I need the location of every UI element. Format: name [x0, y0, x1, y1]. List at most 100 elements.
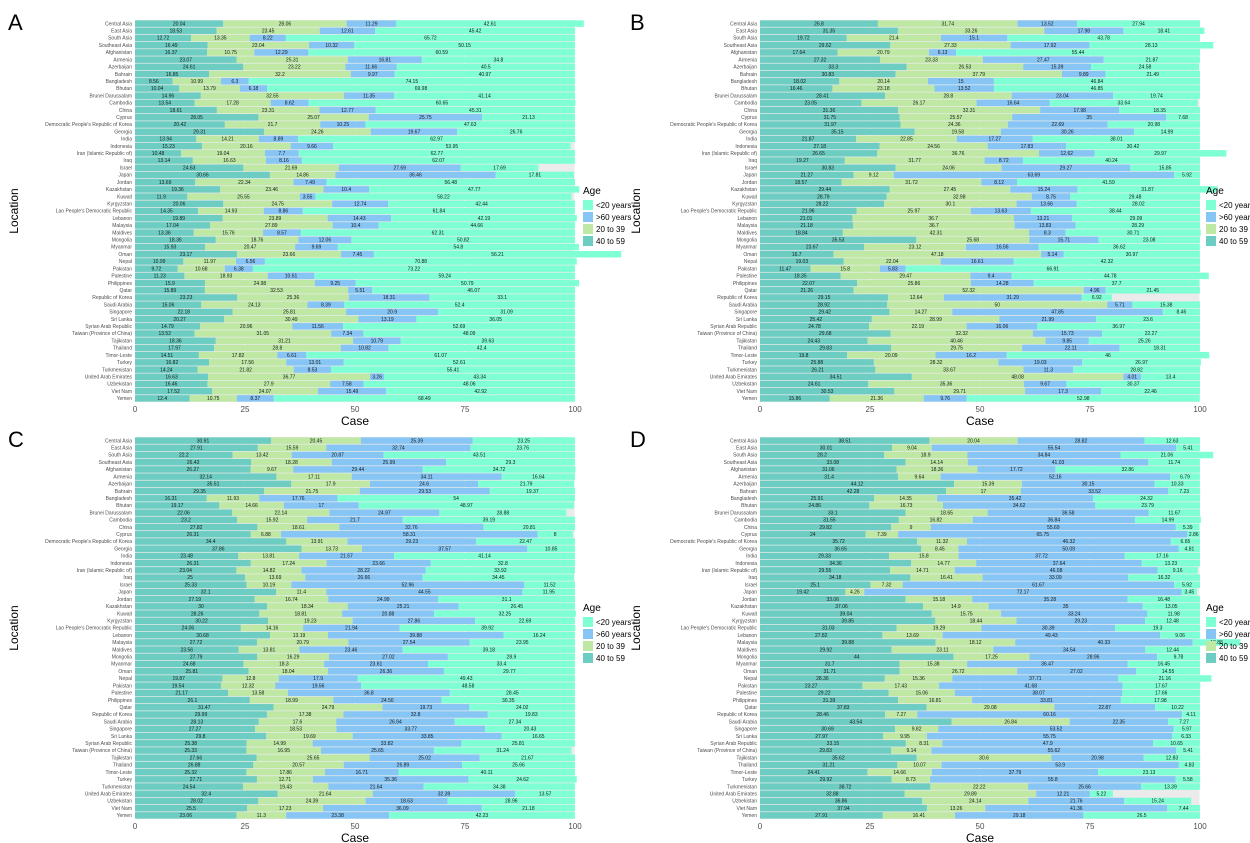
bar-segment — [323, 804, 482, 812]
bar-segment — [966, 323, 1038, 330]
data-label: 22.27 — [1145, 331, 1158, 337]
data-label: 36.84 — [1048, 518, 1061, 524]
data-label: 28.32 — [930, 360, 943, 366]
legend-label: <20 years — [1219, 618, 1250, 627]
bar-segment — [1107, 301, 1133, 308]
data-label: 17.11 — [308, 474, 320, 480]
data-label: 21.96 — [802, 209, 815, 215]
data-label: 11.93 — [227, 496, 239, 502]
data-label: 17.9 — [313, 676, 323, 682]
data-label: 7.44 — [1179, 806, 1189, 812]
data-label: 21.36 — [871, 396, 884, 402]
data-label: 16.49 — [165, 43, 178, 49]
data-label: 30.22 — [195, 618, 208, 624]
bar-segment — [1014, 222, 1076, 229]
bar-segment — [760, 797, 923, 805]
data-label: 23.11 — [936, 647, 948, 653]
bar-segment — [1010, 186, 1078, 193]
data-label: 18.81 — [294, 611, 307, 617]
data-label: 54 — [453, 496, 459, 502]
x-tick-label: 25 — [241, 405, 250, 414]
bar-segment — [135, 653, 258, 661]
data-label: 25.81 — [186, 669, 199, 675]
data-label: 29.18 — [1013, 813, 1026, 819]
bar-segment — [135, 27, 217, 35]
category-label: Indonesia — [735, 144, 757, 150]
data-label: 48.97 — [460, 503, 473, 509]
category-label: Singapore — [734, 310, 757, 316]
bar-segment — [890, 567, 955, 574]
bar-segment — [760, 740, 906, 747]
bar-segment — [906, 63, 1024, 71]
data-label: 27.86 — [408, 618, 421, 624]
category-label: Brunei Darussalam — [89, 510, 132, 516]
data-label: 39.19 — [483, 518, 496, 524]
category-label: Myanmar — [736, 245, 757, 251]
data-label: 20.79 — [296, 640, 309, 646]
bar-segment — [882, 812, 956, 819]
bar-segment — [198, 207, 264, 215]
bar-segment — [760, 516, 899, 524]
bar-segment — [1029, 236, 1099, 244]
data-label: 32.14 — [199, 474, 212, 480]
bar-segment — [372, 287, 575, 294]
data-label: 15.36 — [912, 676, 925, 682]
bar-segment — [760, 56, 881, 63]
bar-segment — [297, 135, 576, 143]
data-label: 32.55 — [266, 93, 279, 99]
data-label: 21.75 — [306, 489, 319, 495]
bar-segment — [287, 689, 450, 697]
data-label: 13.69 — [159, 180, 172, 186]
bar-segment — [760, 538, 918, 545]
data-label: 55.41 — [447, 367, 460, 373]
bar-segment — [1070, 193, 1200, 200]
bar-segment — [485, 725, 575, 733]
bar-segment — [976, 99, 1050, 107]
data-label: 21.26 — [801, 288, 814, 294]
category-label: Myanmar — [111, 662, 132, 668]
data-label: 18.31 — [383, 295, 396, 301]
bar-segment — [970, 279, 1034, 287]
bar-segment — [319, 27, 376, 35]
data-label: 15.49 — [346, 389, 359, 395]
data-label: 17.3 — [1058, 389, 1068, 395]
bar-segment — [1088, 337, 1200, 344]
bar-segment — [236, 56, 348, 63]
bar-segment — [1098, 768, 1200, 776]
bar-segment — [393, 552, 575, 560]
bar-segment — [890, 330, 1033, 337]
bar-segment — [895, 164, 1002, 171]
data-label: 13.01 — [309, 360, 322, 366]
data-label: 19.89 — [173, 216, 186, 222]
data-label: 26.53 — [959, 65, 972, 71]
data-label: 26.31 — [187, 532, 200, 538]
data-label: 13.39 — [1164, 784, 1177, 790]
bar-segment — [388, 200, 575, 208]
category-label: Thailand — [738, 346, 757, 352]
data-label: 29.35 — [193, 489, 206, 495]
bar-segment — [388, 344, 575, 352]
bar-segment — [982, 574, 1129, 581]
data-label: 14.99 — [1162, 518, 1175, 524]
legend-swatch — [1206, 236, 1216, 246]
bar-segment — [343, 359, 575, 366]
data-label: 38.72 — [839, 784, 852, 790]
bar-segment — [760, 502, 870, 509]
bar-segment — [378, 222, 575, 229]
category-label: Turkey — [117, 360, 133, 366]
data-label: 13.42 — [256, 453, 269, 459]
data-label: 16.06 — [996, 324, 1009, 330]
category-label: Bangladesh — [106, 496, 133, 502]
bar-segment — [760, 243, 865, 251]
data-label: 6.61 — [287, 353, 297, 359]
data-label: 13.19 — [293, 633, 306, 639]
category-label: United Arab Emirates — [85, 791, 133, 797]
bar-segment — [982, 56, 1104, 63]
bar-segment — [135, 330, 195, 337]
data-label: 20.79 — [877, 50, 890, 56]
data-label: 37.71 — [1029, 676, 1042, 682]
bar-segment — [1089, 41, 1214, 49]
category-label: Bangladesh — [731, 79, 758, 85]
bar-segment — [344, 92, 394, 99]
data-label: 12.62 — [1061, 151, 1074, 157]
